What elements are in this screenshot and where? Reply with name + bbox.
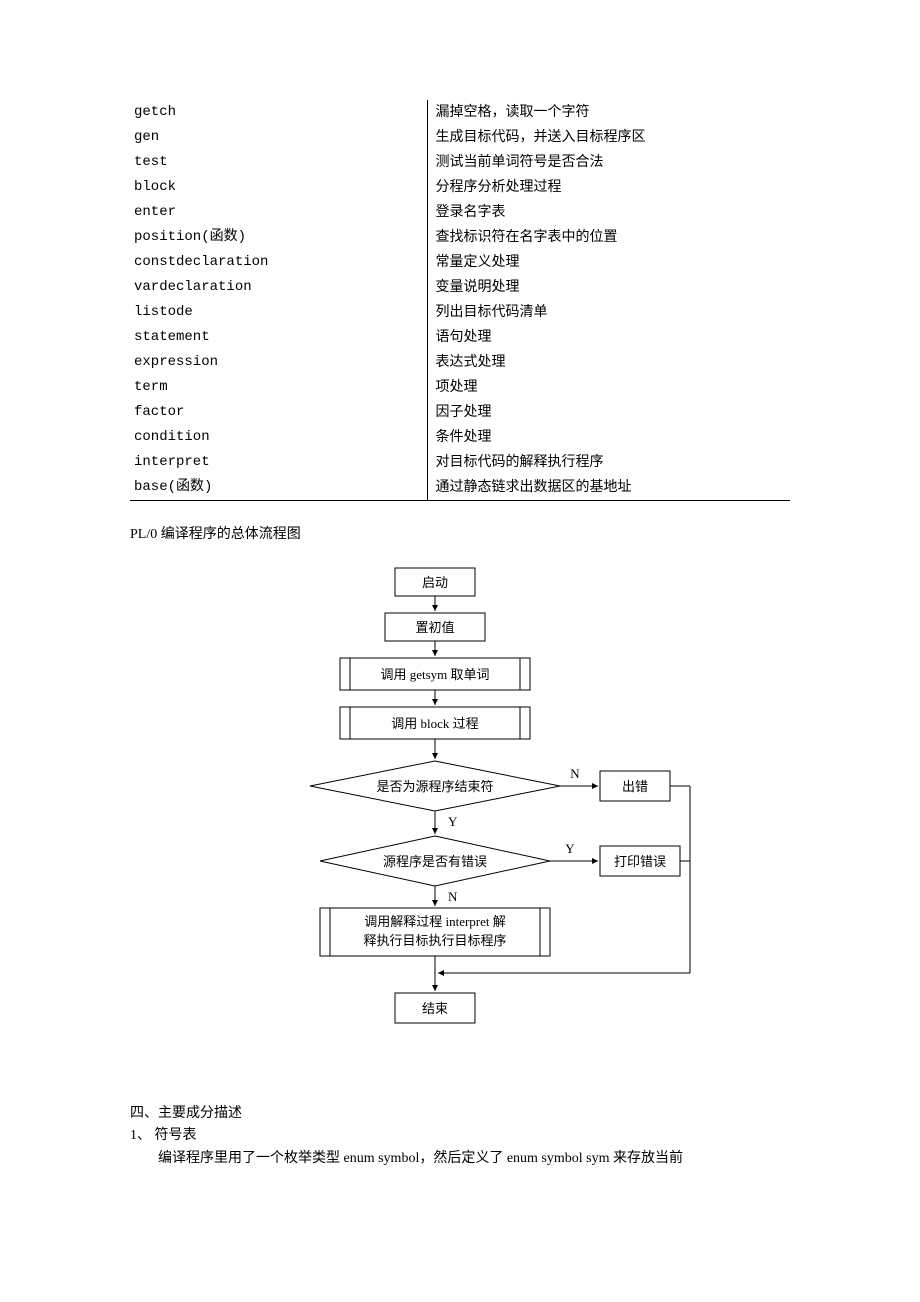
node-end-label: 结束: [422, 1001, 448, 1016]
table-cell-desc: 因子处理: [427, 400, 790, 425]
table-row: factor因子处理: [130, 400, 790, 425]
table-cell-name: block: [130, 175, 427, 200]
node-interpret-label1: 调用解释过程 interpret 解: [364, 914, 506, 929]
node-decision1-label: 是否为源程序结束符: [376, 779, 493, 794]
table-cell-name: base(函数): [130, 475, 427, 501]
node-interpret-label2: 释执行目标执行目标程序: [363, 933, 506, 948]
table-row: enter登录名字表: [130, 200, 790, 225]
label-y2: Y: [565, 841, 575, 856]
table-row: base(函数)通过静态链求出数据区的基地址: [130, 475, 790, 501]
document-page: getch漏掉空格，读取一个字符gen生成目标代码，并送入目标程序区test测试…: [0, 0, 920, 1250]
table-cell-desc: 登录名字表: [427, 200, 790, 225]
flowchart: 启动 置初值 调用 getsym 取单词 调用 block 过程 是否为源程序结…: [220, 563, 700, 1073]
section-item: 1、 符号表: [130, 1125, 790, 1147]
table-row: gen生成目标代码，并送入目标程序区: [130, 125, 790, 150]
table-row: constdeclaration常量定义处理: [130, 250, 790, 275]
table-cell-name: expression: [130, 350, 427, 375]
table-cell-name: listode: [130, 300, 427, 325]
table-cell-name: vardeclaration: [130, 275, 427, 300]
table-cell-desc: 测试当前单词符号是否合法: [427, 150, 790, 175]
table-cell-desc: 表达式处理: [427, 350, 790, 375]
node-start-label: 启动: [422, 575, 448, 590]
label-y1: Y: [448, 814, 458, 829]
table-row: term项处理: [130, 375, 790, 400]
table-cell-name: position(函数): [130, 225, 427, 250]
node-block-label: 调用 block 过程: [391, 716, 478, 731]
table-row: interpret对目标代码的解释执行程序: [130, 450, 790, 475]
table-cell-desc: 语句处理: [427, 325, 790, 350]
table-cell-name: statement: [130, 325, 427, 350]
table-row: position(函数)查找标识符在名字表中的位置: [130, 225, 790, 250]
section-paragraph: 编译程序里用了一个枚举类型 enum symbol，然后定义了 enum sym…: [130, 1148, 790, 1170]
table-cell-desc: 变量说明处理: [427, 275, 790, 300]
node-init-label: 置初值: [415, 620, 454, 635]
section-heading: 四、主要成分描述: [130, 1103, 790, 1125]
flowchart-caption: PL/0 编译程序的总体流程图: [130, 523, 790, 543]
table-row: vardeclaration变量说明处理: [130, 275, 790, 300]
table-row: getch漏掉空格，读取一个字符: [130, 100, 790, 125]
table-cell-desc: 生成目标代码，并送入目标程序区: [427, 125, 790, 150]
node-error-label: 出错: [622, 779, 648, 794]
table-cell-name: interpret: [130, 450, 427, 475]
table-cell-desc: 漏掉空格，读取一个字符: [427, 100, 790, 125]
label-n2: N: [448, 889, 458, 904]
table-cell-name: condition: [130, 425, 427, 450]
table-row: test测试当前单词符号是否合法: [130, 150, 790, 175]
table-cell-desc: 项处理: [427, 375, 790, 400]
table-cell-name: factor: [130, 400, 427, 425]
table-row: statement语句处理: [130, 325, 790, 350]
node-decision2-label: 源程序是否有错误: [383, 854, 487, 869]
table-row: condition条件处理: [130, 425, 790, 450]
table-cell-desc: 常量定义处理: [427, 250, 790, 275]
table-row: expression表达式处理: [130, 350, 790, 375]
table-cell-name: constdeclaration: [130, 250, 427, 275]
table-cell-name: enter: [130, 200, 427, 225]
table-row: listode列出目标代码清单: [130, 300, 790, 325]
table-cell-desc: 列出目标代码清单: [427, 300, 790, 325]
table-row: block分程序分析处理过程: [130, 175, 790, 200]
function-table: getch漏掉空格，读取一个字符gen生成目标代码，并送入目标程序区test测试…: [130, 100, 790, 501]
section-4: 四、主要成分描述 1、 符号表 编译程序里用了一个枚举类型 enum symbo…: [130, 1103, 790, 1170]
table-cell-desc: 对目标代码的解释执行程序: [427, 450, 790, 475]
table-cell-desc: 查找标识符在名字表中的位置: [427, 225, 790, 250]
table-cell-name: test: [130, 150, 427, 175]
table-cell-name: gen: [130, 125, 427, 150]
table-cell-desc: 条件处理: [427, 425, 790, 450]
table-cell-name: getch: [130, 100, 427, 125]
table-cell-desc: 通过静态链求出数据区的基地址: [427, 475, 790, 501]
table-cell-name: term: [130, 375, 427, 400]
table-cell-desc: 分程序分析处理过程: [427, 175, 790, 200]
node-getsym-label: 调用 getsym 取单词: [380, 667, 489, 682]
node-print-error-label: 打印错误: [614, 854, 666, 869]
label-n1: N: [570, 766, 580, 781]
